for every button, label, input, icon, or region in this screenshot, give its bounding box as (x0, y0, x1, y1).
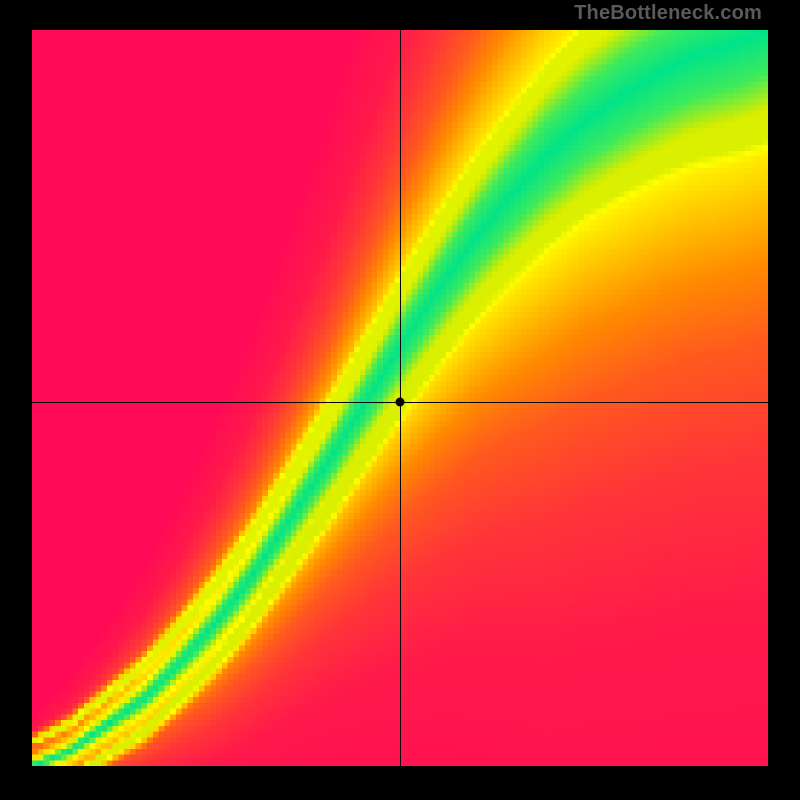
watermark-text: TheBottleneck.com (574, 2, 762, 25)
chart-frame: TheBottleneck.com (0, 0, 800, 800)
crosshair-marker (396, 397, 405, 406)
heatmap-plot (32, 30, 768, 766)
